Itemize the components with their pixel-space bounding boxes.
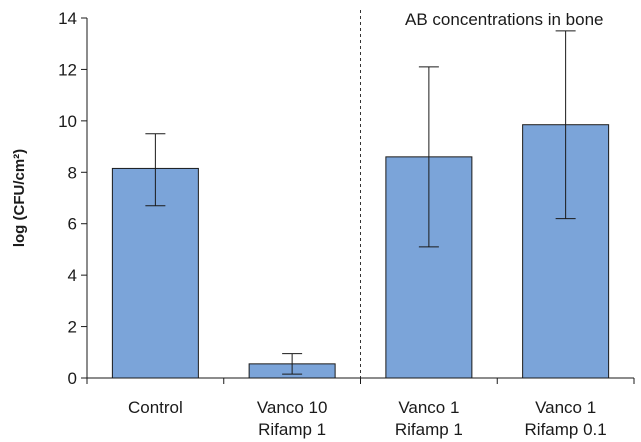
category-label: Rifamp 1 bbox=[395, 420, 463, 439]
error-bars bbox=[145, 30, 576, 375]
y-tick-label: 14 bbox=[58, 9, 77, 28]
y-axis-ticks: 0 2 4 6 8 10 12 14 bbox=[58, 9, 87, 388]
category-label: Vanco 1 bbox=[398, 398, 459, 417]
annotation-text: AB concentrations in bone bbox=[405, 10, 603, 29]
y-tick-label: 8 bbox=[68, 163, 77, 182]
category-label: Vanco 10 bbox=[257, 398, 328, 417]
y-tick-label: 4 bbox=[68, 266, 77, 285]
category-label: Vanco 1 bbox=[535, 398, 596, 417]
y-tick-label: 0 bbox=[68, 369, 77, 388]
y-tick-label: 10 bbox=[58, 112, 77, 131]
category-label: Rifamp 1 bbox=[258, 420, 326, 439]
y-tick-label: 12 bbox=[58, 60, 77, 79]
y-tick-label: 6 bbox=[68, 215, 77, 234]
y-tick-label: 2 bbox=[68, 318, 77, 337]
x-axis-ticks bbox=[86, 378, 635, 384]
x-axis-labels: Control Vanco 10 Rifamp 1 Vanco 1 Rifamp 1 Va… bbox=[128, 398, 607, 439]
category-label: Control bbox=[128, 398, 183, 417]
category-label: Rifamp 0.1 bbox=[525, 420, 607, 439]
y-axis-label: log (CFU/cm²) bbox=[11, 149, 28, 247]
